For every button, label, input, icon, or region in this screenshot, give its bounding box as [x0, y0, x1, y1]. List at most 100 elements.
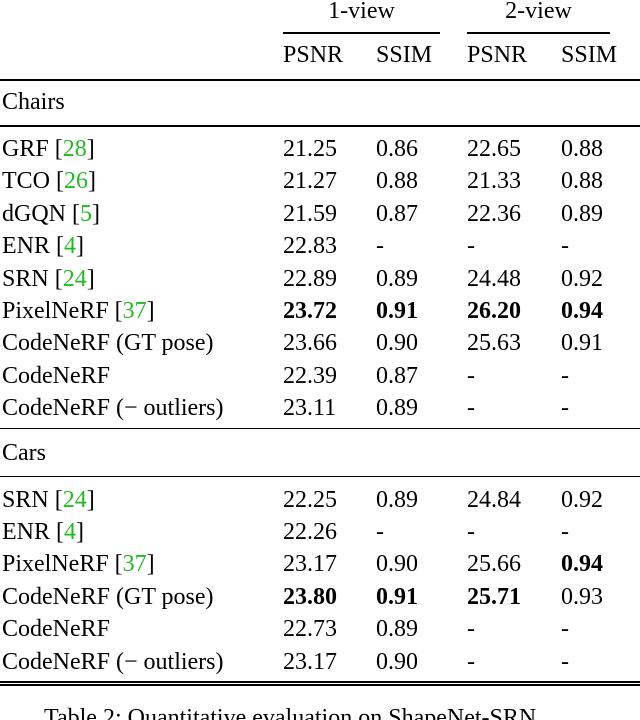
cell: 0.90: [376, 550, 418, 578]
cell-value: 22.73: [283, 616, 337, 643]
method-text: CodeNeRF: [2, 362, 110, 389]
cell-value: 21.25: [283, 136, 337, 162]
method-text: SRN [: [2, 486, 63, 513]
method-name: ENR [4]: [2, 518, 84, 546]
citation[interactable]: 4: [64, 233, 76, 260]
citation[interactable]: 4: [64, 519, 76, 545]
citation[interactable]: 26: [64, 168, 88, 195]
cell-value: 25.63: [467, 330, 521, 357]
cell: 24.48: [467, 265, 521, 293]
cell: 23.72: [283, 297, 337, 325]
cell-value: 0.89: [376, 265, 418, 292]
cell: -: [561, 362, 569, 390]
method-name: CodeNeRF (GT pose): [2, 583, 214, 611]
cell-value: -: [467, 362, 475, 389]
cell: 21.27: [283, 167, 337, 195]
method-text: ]: [86, 265, 95, 292]
cell: 22.26: [283, 518, 337, 546]
cell-value: 22.83: [283, 233, 337, 260]
method-name: dGQN [5]: [2, 200, 100, 228]
cell: 0.88: [561, 135, 603, 163]
rule: [0, 681, 640, 683]
cell: 0.89: [376, 265, 418, 293]
cell: 0.90: [376, 329, 418, 357]
method-name: CodeNeRF: [2, 362, 110, 390]
method-text: ]: [76, 519, 84, 545]
section-title: Cars: [2, 439, 46, 466]
cell: 25.63: [467, 329, 521, 357]
cell: -: [561, 232, 569, 260]
section-title: Chairs: [2, 89, 65, 115]
method-name: PixelNeRF [37]: [2, 297, 155, 325]
cell: 23.11: [283, 394, 336, 422]
cell: 22.73: [283, 615, 337, 643]
cell-value: 21.59: [283, 200, 337, 227]
cell-value: 25.71: [467, 583, 521, 610]
method-text: ]: [92, 200, 100, 227]
cell: 22.83: [283, 232, 337, 260]
cell: 23.17: [283, 550, 337, 578]
cell: -: [561, 648, 569, 676]
cell-value: 21.27: [283, 168, 337, 195]
cell: 0.92: [561, 265, 603, 293]
cell-value: -: [467, 233, 475, 260]
citation[interactable]: 5: [80, 200, 92, 227]
method-text: ]: [146, 298, 155, 324]
cell: 22.25: [283, 486, 337, 514]
method-text: ]: [86, 136, 95, 162]
cell-value: 26.20: [467, 298, 521, 324]
method-text: PixelNeRF [: [2, 298, 123, 324]
cell-value: 22.36: [467, 200, 521, 227]
cell-value: 0.90: [376, 330, 418, 357]
cell-value: 0.87: [376, 362, 418, 389]
cell-value: 0.89: [561, 200, 603, 227]
cell-value: 0.88: [561, 136, 603, 162]
cell: -: [467, 394, 475, 422]
cell: 0.91: [376, 297, 418, 325]
cell-value: -: [561, 395, 569, 422]
cell: 0.87: [376, 200, 418, 228]
group-header: 1-view: [328, 0, 395, 24]
cell-value: 24.84: [467, 486, 521, 513]
cell-value: 0.89: [376, 486, 418, 513]
cell-value: -: [467, 395, 475, 422]
cell: 0.92: [561, 486, 603, 514]
cell: 0.94: [561, 550, 603, 578]
cell-value: 23.11: [283, 395, 337, 422]
citation[interactable]: 24: [62, 486, 87, 513]
cell: 0.89: [376, 486, 418, 514]
rule: [0, 684, 640, 686]
cell-value: -: [561, 233, 569, 260]
cell-value: 0.94: [561, 298, 603, 324]
method-name: CodeNeRF (− outliers): [2, 394, 224, 422]
cell-value: 0.87: [376, 200, 418, 227]
cell-value: 0.90: [376, 551, 418, 578]
cell-value: 0.89: [376, 616, 418, 643]
method-text: GRF [: [2, 136, 63, 162]
citation[interactable]: 28: [62, 136, 87, 162]
cell: -: [376, 518, 384, 546]
cell: -: [561, 518, 569, 546]
cell: 0.89: [376, 394, 418, 422]
method-text: TCO [: [2, 168, 64, 195]
cell-value: 23.17: [283, 648, 337, 675]
citation[interactable]: 24: [62, 265, 87, 292]
method-text: CodeNeRF (− outliers): [2, 395, 224, 422]
cell: 0.89: [561, 200, 603, 228]
method-name: PixelNeRF [37]: [2, 550, 155, 578]
cell: -: [467, 232, 475, 260]
cell-value: 22.26: [283, 519, 337, 545]
citation[interactable]: 37: [122, 551, 147, 578]
cell: -: [467, 362, 475, 390]
cell: 23.80: [283, 583, 337, 611]
citation[interactable]: 37: [122, 298, 147, 324]
cell-value: -: [376, 519, 384, 545]
method-text: ]: [146, 551, 155, 578]
cell-value: 21.33: [467, 168, 521, 195]
cell-value: -: [376, 233, 384, 260]
method-text: ENR [: [2, 519, 64, 545]
cell: -: [467, 648, 475, 676]
cell-value: 22.39: [283, 362, 337, 389]
cell-value: 24.48: [467, 265, 521, 292]
cell: 22.89: [283, 265, 337, 293]
